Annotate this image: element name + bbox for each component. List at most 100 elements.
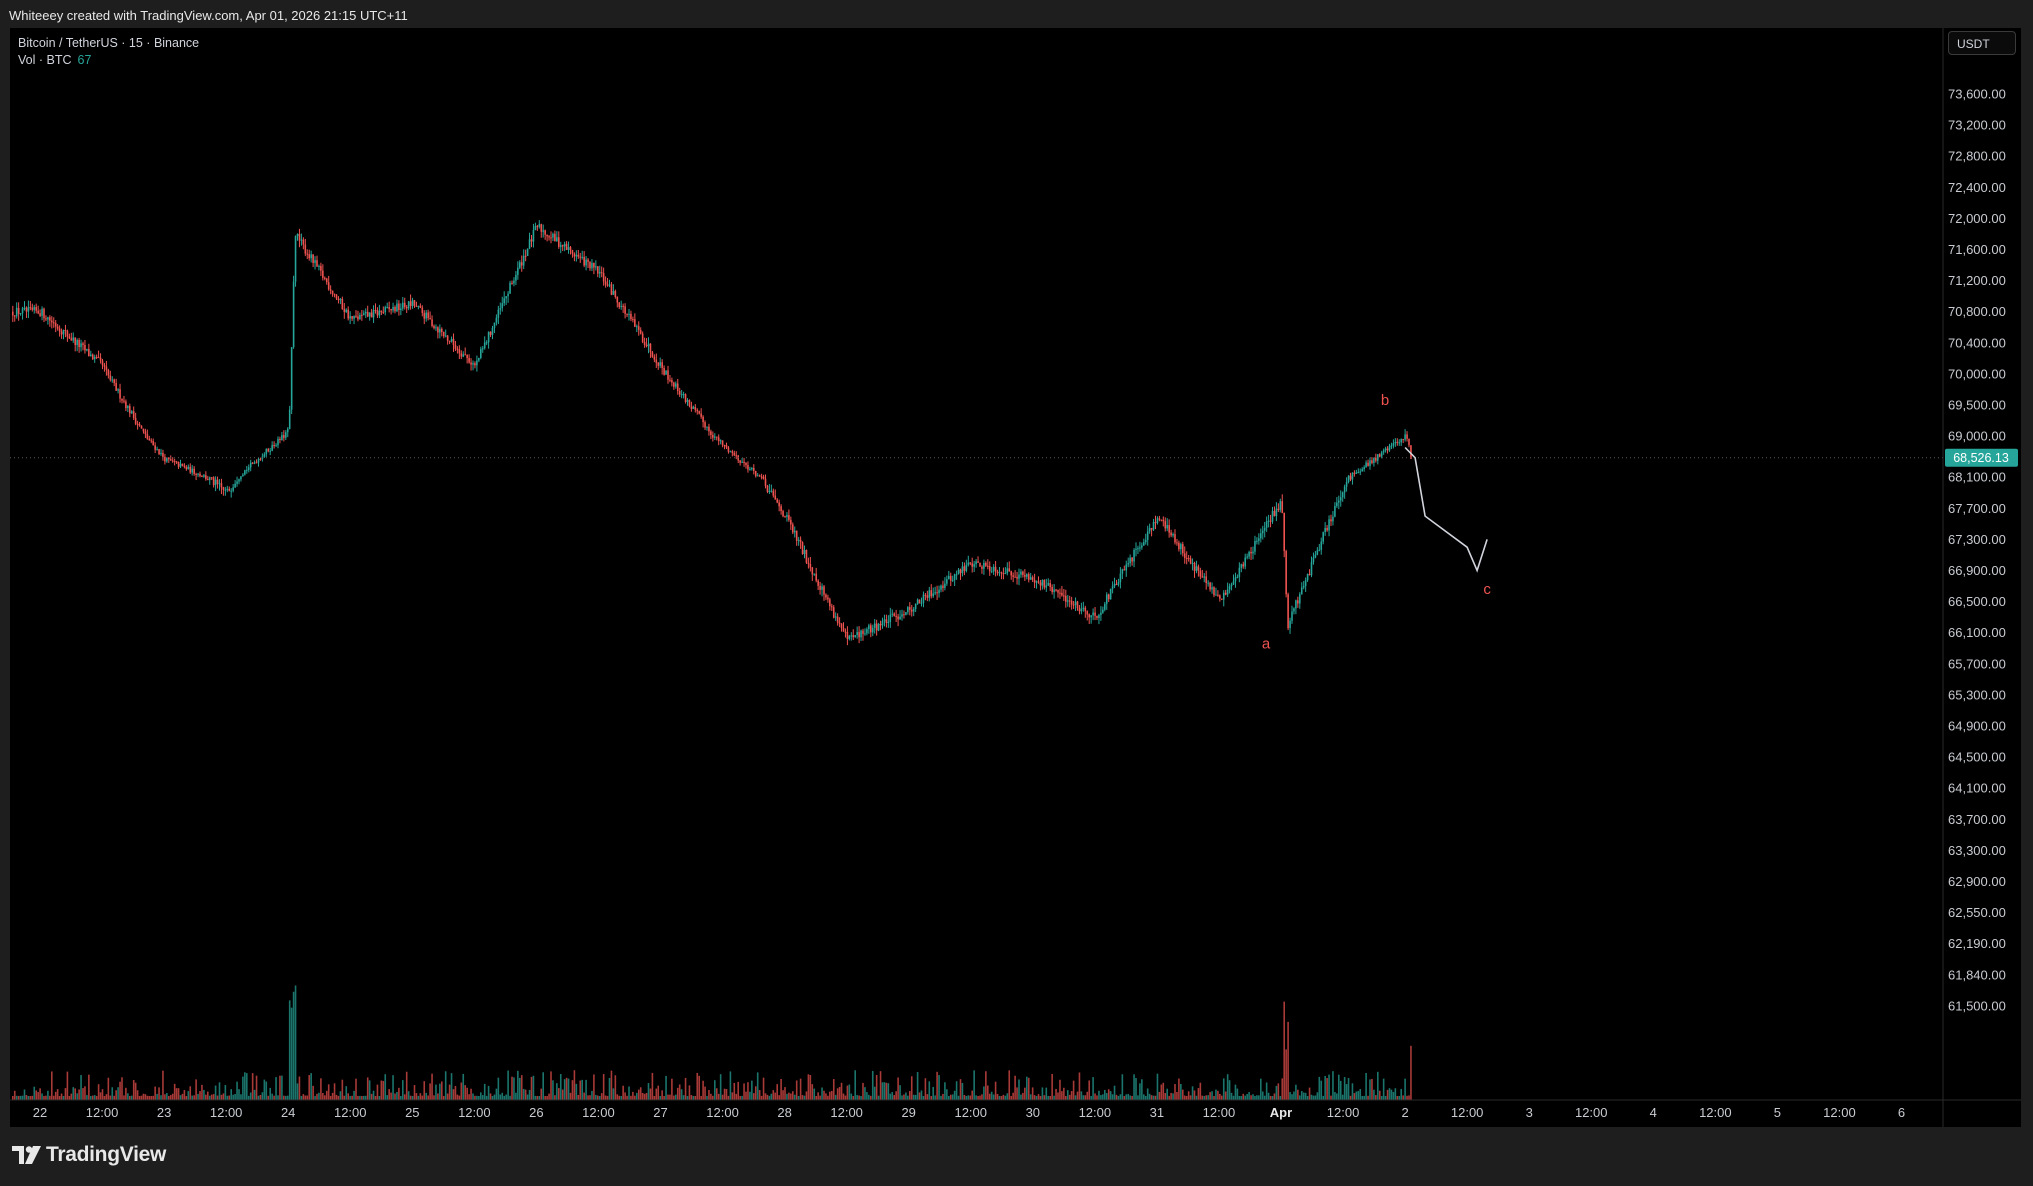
chart-legend[interactable]: Bitcoin / TetherUS · 15 · Binance Vol · … (18, 35, 199, 69)
candle-body (770, 490, 773, 492)
volume-bar (294, 985, 297, 1100)
candle-body (187, 466, 190, 470)
volume-bar (682, 1095, 685, 1100)
volume-bar (688, 1085, 691, 1100)
volume-bar (1373, 1089, 1375, 1100)
candle-body (634, 319, 636, 327)
volume-bar (398, 1087, 400, 1100)
volume-bar (571, 1080, 574, 1100)
volume-bar (546, 1096, 548, 1100)
volume-bar (273, 1095, 275, 1100)
candle-body (922, 594, 925, 603)
candle-body (774, 495, 777, 500)
volume-bar (612, 1088, 615, 1100)
candle-body (144, 431, 147, 435)
volume-bar (208, 1095, 211, 1100)
volume-bar (320, 1078, 322, 1100)
volume-bar (421, 1095, 424, 1100)
candle-body (1084, 607, 1087, 612)
symbol-title[interactable]: Bitcoin / TetherUS · 15 · Binance (18, 36, 200, 50)
candle-body (971, 563, 973, 567)
candle-body (1170, 532, 1172, 536)
volume-bar (622, 1085, 624, 1100)
volume-bar (901, 1095, 903, 1100)
volume-bar (1168, 1095, 1170, 1100)
candle-body (1336, 502, 1338, 506)
volume-bar (1369, 1079, 1371, 1100)
volume-bar (255, 1075, 258, 1100)
candle-body (1178, 542, 1180, 550)
time-tick-label: Apr (1270, 1105, 1292, 1120)
volume-bar (275, 1077, 277, 1100)
volume-bar (1096, 1095, 1098, 1100)
volume-bar (1141, 1079, 1143, 1100)
volume-bar (487, 1085, 490, 1100)
candle-body (99, 357, 102, 361)
candle-body (115, 382, 117, 391)
volume-bar (1094, 1093, 1096, 1100)
candle-body (965, 564, 968, 571)
candle-body (1400, 439, 1402, 443)
volume-bar (1240, 1095, 1243, 1100)
volume-bar (138, 1095, 141, 1100)
volume-bar (1326, 1078, 1328, 1100)
candle-body (1160, 519, 1163, 521)
volume-bar (1363, 1095, 1365, 1100)
volume-bar (1339, 1080, 1342, 1100)
candle-body (866, 629, 868, 634)
candle-body (1299, 594, 1301, 604)
volume-bar (23, 1089, 26, 1100)
time-tick-label: 12:00 (1327, 1105, 1360, 1120)
candle-body (1291, 611, 1293, 621)
candle-body (207, 479, 209, 481)
volume-bar (862, 1082, 864, 1100)
volume-bar (1226, 1074, 1229, 1100)
volume-bar (288, 1000, 291, 1100)
candle-body (1363, 467, 1365, 470)
candle-body (776, 499, 778, 503)
volume-bar (1285, 1049, 1287, 1100)
volume-bar (351, 1095, 353, 1100)
candle-body (56, 326, 59, 329)
candle-body (1119, 573, 1122, 583)
volume-bar (721, 1094, 724, 1100)
candle-body (462, 354, 465, 357)
candle-body (97, 357, 100, 359)
volume-bar (513, 1077, 515, 1100)
tradingview-logo[interactable]: TradingView (12, 1143, 166, 1169)
candle-body (844, 631, 847, 633)
price-tick-label: 71,600.00 (1948, 242, 2006, 257)
candle-body (1394, 441, 1397, 444)
candle-body (21, 308, 24, 314)
candle-body (166, 457, 168, 462)
candle-body (700, 413, 702, 417)
candle-body (743, 461, 745, 463)
currency-button[interactable]: USDT (1948, 31, 2016, 55)
candle-body (1012, 575, 1014, 577)
volume-bar (1357, 1091, 1360, 1100)
candle-body (688, 400, 691, 407)
volume-bar (136, 1090, 139, 1100)
volume-bar (848, 1084, 851, 1100)
candle-body (1164, 521, 1167, 529)
candle-body (807, 562, 810, 564)
volume-bar (1293, 1091, 1295, 1100)
candle-body (269, 450, 271, 452)
volume-bar (1406, 1095, 1408, 1100)
time-tick-label: 12:00 (830, 1105, 863, 1120)
volume-bar (595, 1094, 597, 1100)
volume-bar (696, 1072, 699, 1100)
candle-body (491, 327, 494, 335)
candle-body (992, 566, 995, 572)
candle-body (1100, 612, 1102, 615)
volume-bar (331, 1092, 334, 1100)
volume-bar (948, 1095, 950, 1100)
volume-legend[interactable]: Vol · BTC 67 (18, 52, 199, 69)
candle-body (189, 466, 192, 473)
candle-body (386, 307, 388, 309)
volume-bar (247, 1095, 250, 1100)
volume-bar (1281, 1078, 1284, 1100)
candle-body (1240, 564, 1243, 568)
volume-bar (922, 1095, 925, 1100)
